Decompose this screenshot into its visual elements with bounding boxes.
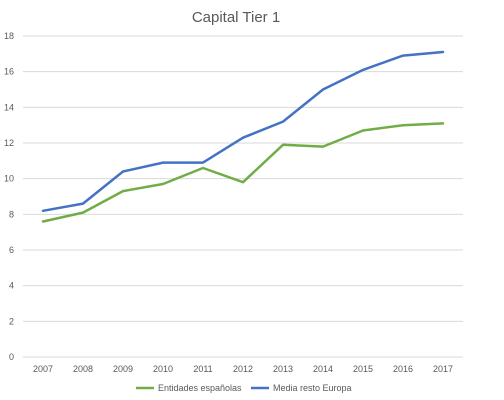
- x-tick-label: 2013: [273, 364, 293, 374]
- x-tick-label: 2007: [33, 364, 53, 374]
- y-tick-label: 16: [4, 67, 14, 77]
- x-tick-label: 2009: [113, 364, 133, 374]
- y-tick-label: 12: [4, 138, 14, 148]
- y-tick-label: 10: [4, 174, 14, 184]
- y-tick-label: 14: [4, 102, 14, 112]
- legend: Entidades españolas Media resto Europa: [136, 383, 352, 393]
- x-tick-label: 2012: [233, 364, 253, 374]
- x-tick-label: 2016: [393, 364, 413, 374]
- y-tick-label: 0: [9, 352, 14, 362]
- x-tick-label: 2017: [433, 364, 453, 374]
- legend-label-1: Media resto Europa: [273, 383, 352, 393]
- x-tick-label: 2014: [313, 364, 333, 374]
- x-tick-label: 2008: [73, 364, 93, 374]
- y-tick-label: 18: [4, 31, 14, 41]
- x-tick-label: 2010: [153, 364, 173, 374]
- chart-title: Capital Tier 1: [192, 9, 280, 26]
- y-tick-label: 4: [9, 281, 14, 291]
- series-lines: [41, 50, 445, 223]
- y-tick-label: 8: [9, 209, 14, 219]
- axes: 0 2 4 6 8 10 12 14 16 18 2007 2008 2009 2010 2011 2012 2…: [4, 31, 463, 374]
- y-tick-label: 6: [9, 245, 14, 255]
- legend-label-0: Entidades españolas: [158, 383, 242, 393]
- x-tick-label: 2015: [353, 364, 373, 374]
- series-line-0: [41, 122, 445, 223]
- gridlines: [23, 35, 463, 322]
- series-line-1: [41, 50, 445, 213]
- x-tick-label: 2011: [193, 364, 212, 374]
- y-tick-label: 2: [9, 316, 14, 326]
